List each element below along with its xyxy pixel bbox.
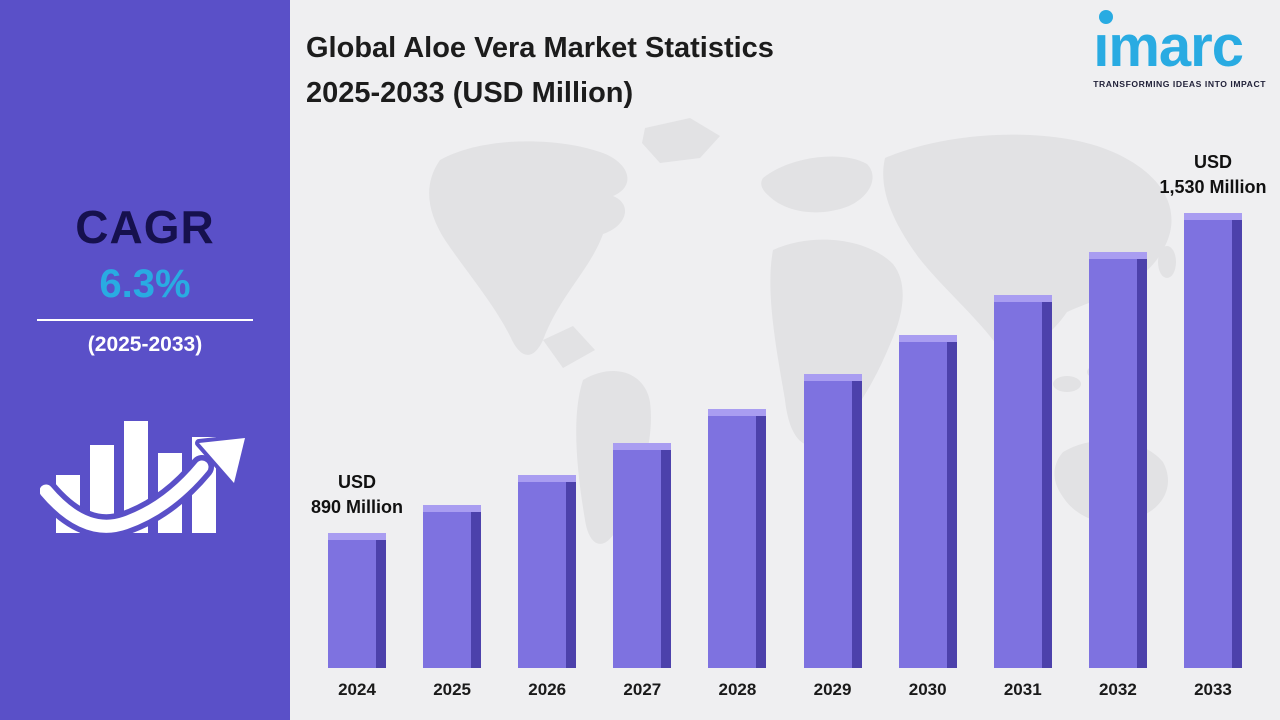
x-label-2026: 2026 — [528, 680, 567, 699]
x-label-2029: 2029 — [813, 680, 852, 699]
annotation-line1: USD — [337, 472, 376, 493]
bar-2026 — [518, 475, 577, 668]
bar-2029 — [803, 374, 862, 668]
logo-dot-icon — [1099, 10, 1114, 24]
x-label-2028: 2028 — [718, 680, 757, 699]
bar-2028 — [708, 409, 767, 668]
annotation-line1: USD — [1193, 152, 1233, 173]
bar-2032 — [1088, 252, 1147, 668]
logo-text: ımarc — [1093, 14, 1244, 79]
cagr-period: (2025-2033) — [87, 333, 203, 356]
bar-annotation-2033: USD 1,530 Million — [1159, 150, 1266, 199]
main-canvas: Global Aloe Vera Market Statistics 2025-… — [290, 0, 1280, 720]
page-title-line2: 2025-2033 (USD Million) — [306, 76, 634, 109]
x-label-2031: 2031 — [1003, 680, 1042, 699]
annotation-line2: 890 Million — [310, 496, 404, 517]
imarc-logo: ımarc TRANSFORMING IDEAS INTO IMPACT — [1093, 8, 1266, 89]
page-title: Global Aloe Vera Market Statistics 2025-… — [306, 26, 774, 116]
bar-2024 — [328, 533, 386, 668]
page-title-line1: Global Aloe Vera Market Statistics — [306, 32, 774, 64]
bar-2033 — [1183, 213, 1242, 668]
x-label-2025: 2025 — [433, 680, 472, 699]
x-label-2032: 2032 — [1098, 680, 1137, 699]
x-axis-labels: 2024 2025 2026 2027 2028 2029 2030 2031 2032 2033 — [328, 680, 1242, 700]
bar-annotation-2024: USD 890 Million — [311, 470, 403, 519]
bar-2027 — [613, 443, 672, 668]
bar-columns: USD 890 Million USD 1,530 Million — [311, 152, 1267, 668]
bar-2030 — [898, 335, 957, 668]
growth-chart-icon — [40, 421, 249, 539]
bar-chart: USD 890 Million USD 1,530 Million 2024 2025 2… — [311, 152, 1267, 700]
sidebar: CAGR 6.3% (2025-2033) — [0, 0, 290, 720]
cagr-divider — [37, 319, 253, 321]
logo-tagline: TRANSFORMING IDEAS INTO IMPACT — [1093, 79, 1266, 89]
bar-2031 — [993, 295, 1052, 668]
cagr-label: CAGR — [75, 201, 215, 253]
x-label-2027: 2027 — [623, 680, 662, 699]
bar-2025 — [423, 505, 482, 668]
x-label-2030: 2030 — [908, 680, 947, 699]
x-label-2033: 2033 — [1194, 680, 1232, 699]
annotation-line2: 1,530 Million — [1159, 176, 1267, 197]
cagr-value: 6.3% — [99, 262, 191, 306]
x-label-2024: 2024 — [338, 680, 376, 699]
